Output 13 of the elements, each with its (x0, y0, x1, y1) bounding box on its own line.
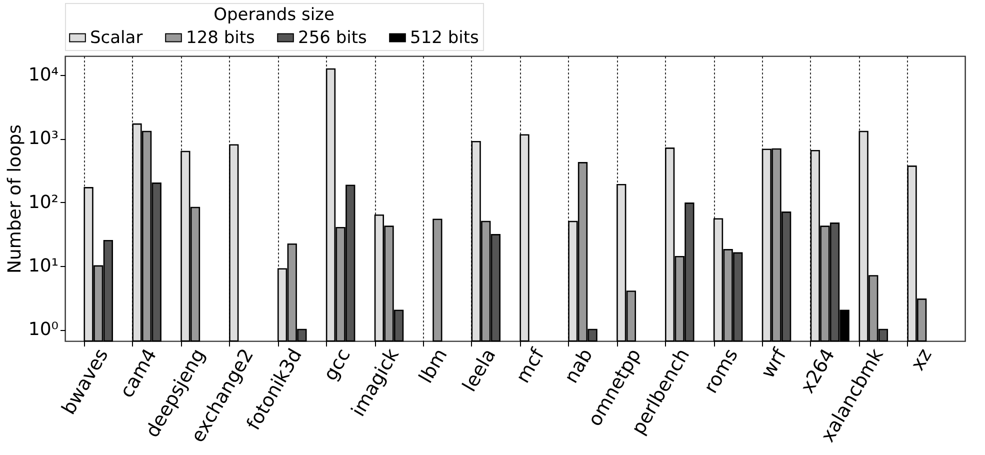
y-tick-label: 10⁰ (28, 319, 58, 340)
legend-label: 512 bits (410, 28, 480, 48)
y-tick-label: 10³ (28, 128, 58, 150)
y-tick-label: 10² (28, 192, 58, 213)
x-tick-label: wrf (756, 344, 792, 382)
y-axis-title: Number of loops (4, 124, 26, 274)
x-tick-label: xz (906, 344, 936, 374)
y-tick-label: 10⁴ (28, 64, 58, 86)
legend-label: 256 bits (298, 28, 368, 48)
legend-label: Scalar (90, 28, 143, 48)
y-tick-label: 10¹ (28, 255, 58, 276)
legend-title: Operands size (214, 5, 334, 25)
legend-label: 128 bits (186, 28, 256, 48)
